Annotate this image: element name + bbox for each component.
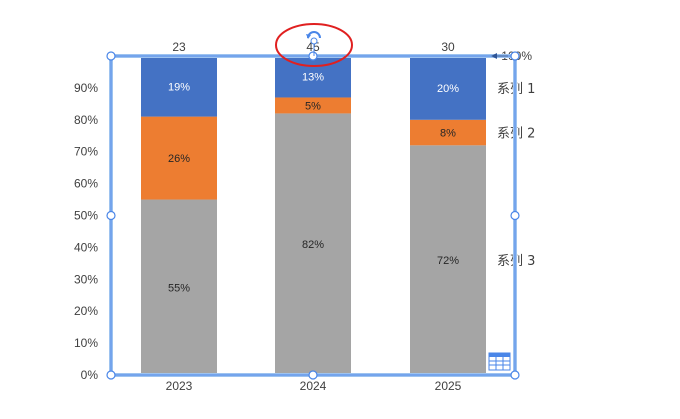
bar-segment[interactable] bbox=[275, 97, 351, 114]
data-label: 8% bbox=[440, 128, 456, 140]
bar-segment[interactable] bbox=[141, 116, 217, 200]
x-tick-label: 2024 bbox=[300, 379, 327, 393]
bar-segment[interactable] bbox=[141, 56, 217, 117]
resize-handle[interactable] bbox=[106, 370, 116, 380]
y-tick-label: 50% bbox=[74, 209, 98, 223]
data-label: 20% bbox=[437, 83, 459, 95]
resize-handle[interactable] bbox=[308, 51, 318, 61]
data-label: 19% bbox=[168, 81, 190, 93]
bar-segment[interactable] bbox=[275, 56, 351, 98]
top-total-label: 45 bbox=[306, 40, 320, 54]
resize-handles[interactable] bbox=[106, 51, 520, 380]
bar-segment[interactable] bbox=[141, 199, 217, 375]
data-label: 26% bbox=[168, 153, 190, 165]
resize-handle[interactable] bbox=[308, 370, 318, 380]
resize-handle[interactable] bbox=[510, 210, 520, 221]
rotate-handle-icon[interactable] bbox=[306, 31, 321, 56]
y-tick-label: 30% bbox=[74, 272, 98, 286]
y-tick-label: 70% bbox=[74, 145, 98, 159]
top-total-label: 23 bbox=[172, 40, 186, 54]
bars-group: 55% 26% 19% 82% 5% 13% 72% 8% 20% bbox=[141, 56, 486, 376]
x-tick-label: 2023 bbox=[166, 379, 193, 393]
bar-segment[interactable] bbox=[410, 145, 486, 375]
y-axis: 0%10%20%30%40%50%60%70%80%90%100% bbox=[74, 49, 532, 382]
data-label: 5% bbox=[305, 100, 321, 112]
x-tick-label: 2025 bbox=[435, 379, 462, 393]
data-label: 13% bbox=[302, 72, 324, 84]
top-total-label: 30 bbox=[441, 40, 455, 54]
data-label: 55% bbox=[168, 282, 190, 294]
resize-handle[interactable] bbox=[106, 51, 116, 61]
y-tick-label: 10% bbox=[74, 336, 98, 350]
y-tick-label: 0% bbox=[81, 368, 99, 382]
x-axis: 2023 2024 2025 bbox=[166, 379, 462, 393]
y-tick-label: 20% bbox=[74, 304, 98, 318]
y-tick-label: 60% bbox=[74, 177, 98, 191]
y-tick-label: 80% bbox=[74, 113, 98, 127]
resize-handle[interactable] bbox=[510, 51, 520, 61]
data-table-icon[interactable] bbox=[488, 352, 511, 371]
bar-segment[interactable] bbox=[410, 119, 486, 146]
y-tick-label: 40% bbox=[74, 240, 98, 254]
resize-handle[interactable] bbox=[510, 370, 520, 380]
top-labels: 23 45 30 bbox=[172, 40, 455, 54]
highlight-ellipse bbox=[275, 23, 353, 67]
resize-handle[interactable] bbox=[106, 210, 116, 221]
pointer-arrow-icon bbox=[491, 53, 508, 59]
y-tick-label: 90% bbox=[74, 81, 98, 95]
data-label: 82% bbox=[302, 239, 324, 251]
bar-segment[interactable] bbox=[275, 113, 351, 376]
data-label: 72% bbox=[437, 255, 459, 267]
bar-segment[interactable] bbox=[410, 56, 486, 120]
